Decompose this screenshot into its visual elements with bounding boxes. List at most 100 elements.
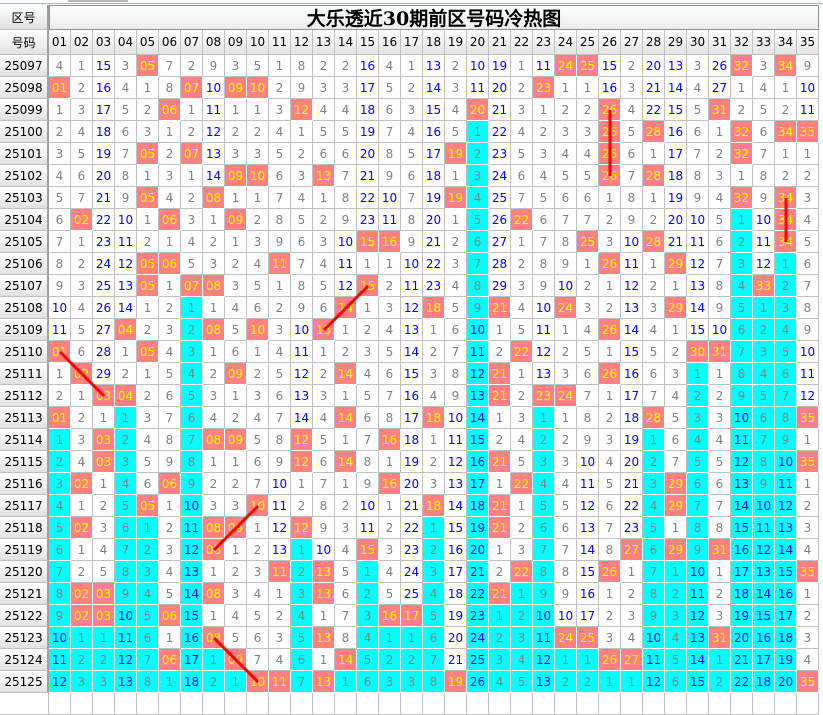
- omission-cell[interactable]: 5: [181, 253, 203, 275]
- omission-cell[interactable]: 13: [291, 385, 313, 407]
- hit-cell[interactable]: 24: [555, 55, 577, 77]
- omission-cell[interactable]: 6: [379, 99, 401, 121]
- omission-cell[interactable]: 1: [489, 407, 511, 429]
- hit-cell[interactable]: 05: [137, 55, 159, 77]
- hit-cell[interactable]: 08: [203, 627, 225, 649]
- omission-cell[interactable]: 1: [357, 297, 379, 319]
- omission-cell[interactable]: 12: [335, 275, 357, 297]
- issue-label[interactable]: 25119: [0, 539, 49, 561]
- omission-cell[interactable]: 6: [709, 231, 731, 253]
- omission-cell[interactable]: 3: [71, 275, 93, 297]
- omission-cell[interactable]: 6: [115, 121, 137, 143]
- omission-cell[interactable]: 9: [49, 605, 71, 627]
- hit-cell[interactable]: 05: [137, 495, 159, 517]
- omission-cell[interactable]: 3: [445, 253, 467, 275]
- hit-cell[interactable]: 19: [445, 143, 467, 165]
- omission-cell[interactable]: 1: [71, 627, 93, 649]
- omission-cell[interactable]: 3: [555, 363, 577, 385]
- omission-cell[interactable]: 5: [379, 341, 401, 363]
- omission-cell[interactable]: 1: [511, 495, 533, 517]
- issue-label[interactable]: 25124: [0, 649, 49, 671]
- omission-cell[interactable]: 8: [555, 231, 577, 253]
- hit-cell[interactable]: 21: [489, 451, 511, 473]
- omission-cell[interactable]: 22: [489, 121, 511, 143]
- omission-cell[interactable]: 11: [445, 429, 467, 451]
- omission-cell[interactable]: 15: [775, 561, 797, 583]
- omission-cell[interactable]: 22: [357, 187, 379, 209]
- omission-cell[interactable]: 18: [93, 121, 115, 143]
- omission-cell[interactable]: 2: [709, 671, 731, 693]
- omission-cell[interactable]: 1: [423, 517, 445, 539]
- omission-cell[interactable]: 1: [643, 429, 665, 451]
- omission-cell[interactable]: 1: [115, 407, 137, 429]
- omission-cell[interactable]: 19: [775, 649, 797, 671]
- hit-cell[interactable]: 24: [555, 627, 577, 649]
- omission-cell[interactable]: 4: [511, 429, 533, 451]
- omission-cell[interactable]: 2: [401, 77, 423, 99]
- omission-cell[interactable]: 6: [555, 187, 577, 209]
- omission-cell[interactable]: 6: [181, 407, 203, 429]
- omission-cell[interactable]: 14: [445, 495, 467, 517]
- hit-cell[interactable]: 13: [313, 319, 335, 341]
- omission-cell[interactable]: 4: [137, 583, 159, 605]
- omission-cell[interactable]: 2: [49, 451, 71, 473]
- omission-cell[interactable]: 2: [577, 275, 599, 297]
- omission-cell[interactable]: 2: [159, 517, 181, 539]
- omission-cell[interactable]: 25: [467, 649, 489, 671]
- omission-cell[interactable]: 3: [49, 143, 71, 165]
- omission-cell[interactable]: 3: [269, 99, 291, 121]
- omission-cell[interactable]: 4: [71, 121, 93, 143]
- omission-cell[interactable]: 1: [137, 297, 159, 319]
- omission-cell[interactable]: 3: [115, 451, 137, 473]
- hit-cell[interactable]: 01: [49, 407, 71, 429]
- omission-cell[interactable]: 9: [533, 275, 555, 297]
- issue-label[interactable]: 25123: [0, 627, 49, 649]
- omission-cell[interactable]: 12: [643, 671, 665, 693]
- omission-cell[interactable]: 1: [577, 649, 599, 671]
- omission-cell[interactable]: 2: [291, 143, 313, 165]
- omission-cell[interactable]: 5: [159, 363, 181, 385]
- omission-cell[interactable]: 3: [313, 231, 335, 253]
- omission-cell[interactable]: 3: [423, 363, 445, 385]
- omission-cell[interactable]: 1: [335, 671, 357, 693]
- omission-cell[interactable]: 17: [423, 143, 445, 165]
- omission-cell[interactable]: 8: [269, 209, 291, 231]
- hit-cell[interactable]: 10: [247, 77, 269, 99]
- omission-cell[interactable]: 12: [291, 363, 313, 385]
- omission-cell[interactable]: 18: [621, 407, 643, 429]
- omission-cell[interactable]: 23: [93, 231, 115, 253]
- omission-cell[interactable]: 5: [247, 429, 269, 451]
- omission-cell[interactable]: 2: [71, 561, 93, 583]
- omission-cell[interactable]: 2: [731, 99, 753, 121]
- omission-cell[interactable]: 4: [291, 187, 313, 209]
- hit-cell[interactable]: 21: [489, 495, 511, 517]
- omission-cell[interactable]: 5: [599, 473, 621, 495]
- omission-cell[interactable]: 20: [665, 209, 687, 231]
- omission-cell[interactable]: 4: [159, 187, 181, 209]
- omission-cell[interactable]: 19: [93, 143, 115, 165]
- omission-cell[interactable]: 1: [49, 363, 71, 385]
- omission-cell[interactable]: 6: [71, 341, 93, 363]
- omission-cell[interactable]: 9: [115, 187, 137, 209]
- omission-cell[interactable]: 2: [313, 363, 335, 385]
- issue-label[interactable]: 25111: [0, 363, 49, 385]
- hit-cell[interactable]: 29: [665, 297, 687, 319]
- omission-cell[interactable]: 2: [203, 671, 225, 693]
- omission-cell[interactable]: 1: [225, 231, 247, 253]
- hit-cell[interactable]: 32: [731, 187, 753, 209]
- column-header-01[interactable]: 01: [49, 30, 71, 55]
- hit-cell[interactable]: 10: [247, 165, 269, 187]
- omission-cell[interactable]: 2: [797, 165, 819, 187]
- omission-cell[interactable]: 20: [423, 209, 445, 231]
- omission-cell[interactable]: 1: [621, 671, 643, 693]
- omission-cell[interactable]: 6: [665, 671, 687, 693]
- hit-cell[interactable]: 05: [137, 253, 159, 275]
- omission-cell[interactable]: 1: [335, 429, 357, 451]
- omission-cell[interactable]: 5: [753, 99, 775, 121]
- omission-cell[interactable]: 1: [753, 297, 775, 319]
- omission-cell[interactable]: 7: [115, 539, 137, 561]
- column-header-12[interactable]: 12: [291, 30, 313, 55]
- omission-cell[interactable]: 25: [93, 275, 115, 297]
- omission-cell[interactable]: 7: [291, 671, 313, 693]
- omission-cell[interactable]: 4: [225, 605, 247, 627]
